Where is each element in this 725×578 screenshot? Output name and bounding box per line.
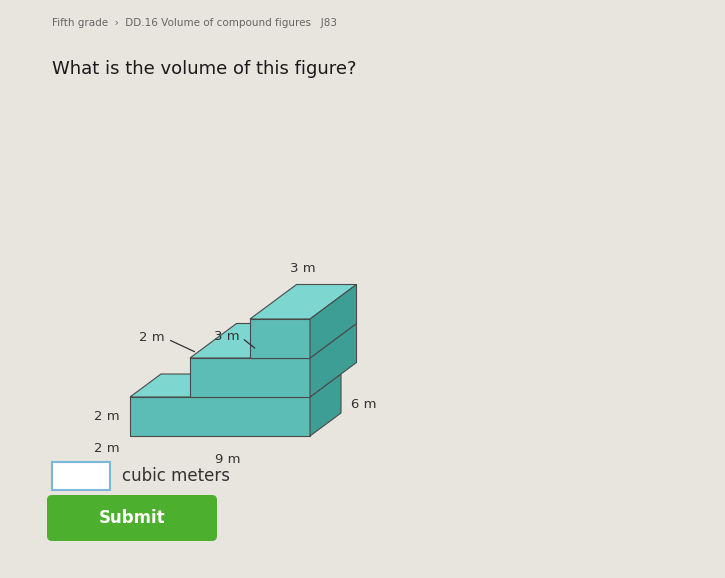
FancyBboxPatch shape: [47, 495, 217, 541]
Text: 3 m: 3 m: [291, 261, 316, 275]
Polygon shape: [250, 319, 310, 358]
Polygon shape: [130, 374, 341, 397]
Text: 2 m: 2 m: [94, 410, 120, 423]
Polygon shape: [250, 284, 357, 319]
Polygon shape: [310, 284, 357, 358]
Text: 3 m: 3 m: [215, 329, 240, 343]
Text: Submit: Submit: [99, 509, 165, 527]
Polygon shape: [190, 358, 310, 397]
Text: What is the volume of this figure?: What is the volume of this figure?: [52, 60, 357, 78]
Polygon shape: [310, 324, 357, 397]
Text: 2 m: 2 m: [139, 331, 165, 344]
Polygon shape: [190, 324, 357, 358]
Text: cubic meters: cubic meters: [122, 467, 230, 485]
FancyBboxPatch shape: [52, 462, 110, 490]
Text: 6 m: 6 m: [351, 398, 376, 412]
Text: 2 m: 2 m: [94, 442, 120, 455]
Polygon shape: [310, 374, 341, 436]
Text: 9 m: 9 m: [215, 453, 241, 466]
Text: Fifth grade  ›  DD.16 Volume of compound figures   J83: Fifth grade › DD.16 Volume of compound f…: [52, 18, 337, 28]
Polygon shape: [130, 397, 310, 436]
